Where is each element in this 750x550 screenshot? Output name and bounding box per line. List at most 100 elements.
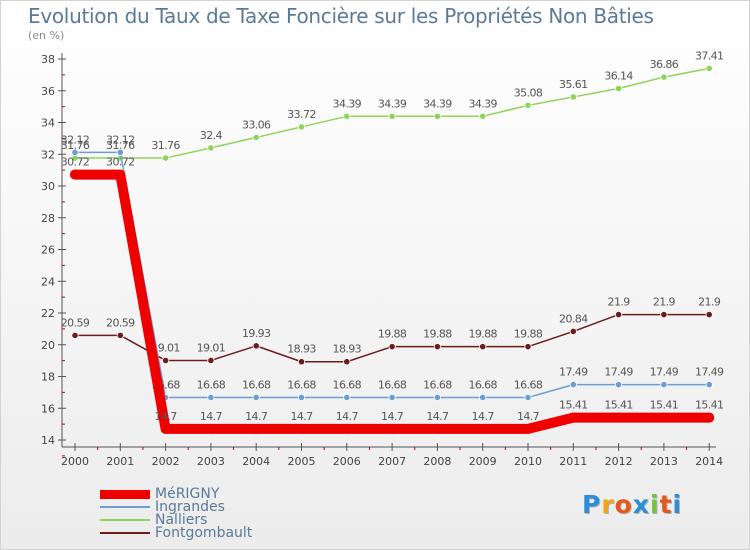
y-tick-label: 14 [41, 434, 55, 447]
data-point [705, 310, 713, 319]
data-point [524, 343, 532, 351]
y-tick-label: 16 [41, 402, 55, 415]
x-tick-label: 2005 [288, 455, 316, 468]
data-label: 16.68 [468, 378, 497, 391]
data-point [614, 84, 623, 93]
data-label: 37.41 [695, 49, 724, 62]
logo-letter: r [601, 490, 615, 519]
legend-label: MéRIGNY [155, 486, 220, 502]
data-label: 20.59 [61, 316, 90, 329]
logo-letter: x [632, 490, 650, 519]
data-label: 36.86 [650, 58, 679, 71]
chart-title: Evolution du Taux de Taxe Foncière sur l… [28, 4, 654, 28]
data-point [388, 112, 396, 120]
data-point [70, 169, 80, 180]
data-label: 17.49 [650, 366, 679, 379]
y-tick-label: 34 [41, 117, 55, 130]
data-point [705, 380, 713, 389]
series-mérigny: 30.72 30.72 14.7 14.7 14.7 14.7 14.7 14.7 14.7 14… [61, 156, 724, 434]
data-point [569, 93, 577, 101]
data-label: 34.39 [423, 97, 452, 110]
data-label: 16.68 [423, 378, 452, 391]
data-point [613, 412, 624, 423]
data-point [205, 423, 216, 434]
data-label: 14.7 [336, 410, 359, 423]
data-point [614, 310, 623, 319]
data-point [343, 112, 351, 120]
data-point [341, 423, 352, 434]
data-point [433, 112, 441, 120]
data-label: 15.41 [604, 399, 633, 412]
data-label: 14.7 [472, 410, 495, 423]
logo-letter: P [582, 490, 602, 519]
x-tick-label: 2001 [106, 455, 134, 468]
data-label: 21.9 [653, 296, 676, 309]
data-label: 16.68 [333, 378, 362, 391]
data-point [433, 393, 441, 402]
data-label: 30.72 [61, 156, 90, 169]
data-label: 34.39 [378, 97, 407, 110]
data-label: 35.61 [559, 78, 588, 91]
data-label: 16.68 [514, 378, 543, 391]
y-tick-label: 18 [41, 371, 55, 384]
logo-letter: o [614, 490, 633, 519]
data-label: 20.84 [559, 312, 588, 325]
data-label: 21.9 [608, 296, 631, 309]
data-label: 15.41 [695, 399, 724, 412]
data-point [207, 356, 215, 365]
data-point [479, 112, 487, 120]
data-label: 14.7 [426, 410, 449, 423]
logo-letter: i [672, 490, 683, 519]
data-point [252, 342, 260, 350]
logo-letter: t [659, 490, 673, 519]
y-tick-label: 28 [41, 212, 55, 225]
data-point [432, 423, 443, 434]
data-point [705, 64, 713, 72]
data-label: 19.88 [514, 328, 543, 341]
data-point [479, 343, 487, 351]
data-point [524, 101, 532, 109]
y-tick-label: 38 [41, 53, 55, 66]
data-label: 16.68 [242, 378, 271, 391]
data-label: 16.68 [378, 378, 407, 391]
data-point [207, 144, 215, 152]
data-point [523, 423, 533, 434]
y-tick-label: 20 [41, 339, 55, 352]
data-label: 14.7 [155, 410, 178, 423]
series-nalliers: 31.76 31.76 31.76 32.4 33.06 33.72 34.39 34.39 3… [61, 49, 724, 162]
data-label: 21.9 [698, 296, 721, 309]
x-tick-label: 2004 [242, 455, 270, 468]
legend-swatch [100, 532, 150, 534]
x-tick-label: 2009 [469, 455, 497, 468]
data-label: 14.7 [245, 410, 268, 423]
data-label: 36.14 [604, 70, 633, 83]
data-label: 32.12 [106, 133, 135, 146]
data-label: 32.4 [200, 129, 223, 142]
data-point [162, 356, 170, 365]
x-tick-label: 2011 [559, 455, 587, 468]
data-point [71, 331, 79, 339]
data-label: 15.41 [650, 399, 679, 412]
data-label: 14.7 [381, 410, 404, 423]
x-tick-label: 2000 [61, 455, 89, 468]
data-point [297, 393, 306, 402]
data-point [160, 423, 171, 434]
data-label: 19.88 [468, 328, 497, 341]
data-label: 33.72 [287, 108, 316, 121]
data-point [252, 133, 260, 142]
data-point [660, 310, 668, 319]
logo-letter: i [650, 490, 660, 519]
data-point [297, 358, 306, 366]
x-tick-label: 2002 [152, 455, 180, 468]
data-point [568, 412, 579, 423]
legend-swatch [100, 489, 150, 499]
data-label: 30.72 [106, 156, 135, 169]
data-label: 33.06 [242, 118, 271, 131]
data-label: 14.7 [517, 410, 540, 423]
data-point [252, 393, 260, 402]
y-axis-unit: (en %) [28, 29, 65, 42]
x-tick-label: 2006 [333, 455, 361, 468]
legend-label: Ingrandes [155, 499, 225, 515]
data-label: 32.12 [61, 133, 90, 146]
